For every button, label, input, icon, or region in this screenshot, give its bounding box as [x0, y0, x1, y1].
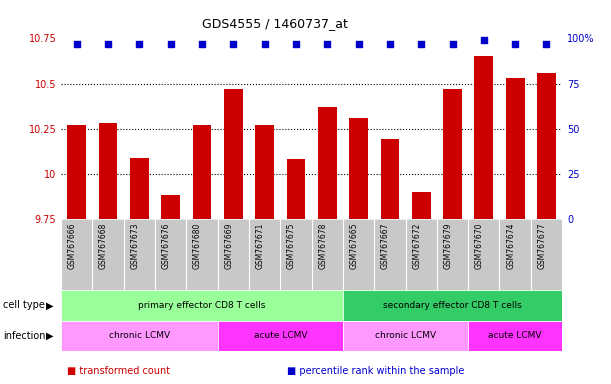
Point: [448, 41, 458, 47]
Text: GSM767665: GSM767665: [349, 222, 359, 269]
Text: GSM767667: GSM767667: [381, 222, 390, 269]
Bar: [161, 195, 180, 219]
Bar: [61, 321, 218, 351]
Text: acute LCMV: acute LCMV: [254, 331, 307, 341]
Text: primary effector CD8 T cells: primary effector CD8 T cells: [138, 301, 266, 310]
Bar: [343, 321, 468, 351]
Point: [166, 41, 175, 47]
Text: cell type: cell type: [3, 300, 45, 310]
Bar: [192, 125, 211, 219]
Bar: [343, 290, 562, 321]
Point: [323, 41, 332, 47]
Bar: [506, 78, 524, 219]
Bar: [443, 89, 462, 219]
Text: GSM767670: GSM767670: [475, 222, 484, 269]
Bar: [475, 56, 493, 219]
Bar: [224, 89, 243, 219]
Point: [134, 41, 144, 47]
Text: secondary effector CD8 T cells: secondary effector CD8 T cells: [383, 301, 522, 310]
Text: infection: infection: [3, 331, 46, 341]
Text: ■ transformed count: ■ transformed count: [67, 366, 170, 376]
Text: GSM767666: GSM767666: [68, 222, 77, 269]
Text: chronic LCMV: chronic LCMV: [109, 331, 170, 341]
Bar: [537, 73, 556, 219]
Text: GSM767679: GSM767679: [444, 222, 453, 269]
Bar: [99, 123, 117, 219]
Bar: [130, 157, 149, 219]
Bar: [318, 107, 337, 219]
Bar: [67, 125, 86, 219]
Text: GSM767671: GSM767671: [255, 222, 265, 269]
Bar: [412, 192, 431, 219]
Bar: [349, 118, 368, 219]
Bar: [468, 321, 562, 351]
Text: chronic LCMV: chronic LCMV: [375, 331, 436, 341]
Bar: [61, 290, 343, 321]
Text: GDS4555 / 1460737_at: GDS4555 / 1460737_at: [202, 17, 348, 30]
Point: [416, 41, 426, 47]
Text: ■ percentile rank within the sample: ■ percentile rank within the sample: [287, 366, 464, 376]
Point: [291, 41, 301, 47]
Text: GSM767680: GSM767680: [193, 222, 202, 269]
Point: [260, 41, 269, 47]
Bar: [218, 321, 343, 351]
Text: acute LCMV: acute LCMV: [488, 331, 542, 341]
Text: GSM767676: GSM767676: [162, 222, 170, 269]
Bar: [381, 139, 400, 219]
Text: GSM767678: GSM767678: [318, 222, 327, 269]
Text: ▶: ▶: [46, 331, 54, 341]
Point: [103, 41, 113, 47]
Text: GSM767674: GSM767674: [506, 222, 515, 269]
Text: GSM767672: GSM767672: [412, 222, 421, 269]
Text: GSM767673: GSM767673: [130, 222, 139, 269]
Point: [72, 41, 82, 47]
Point: [197, 41, 207, 47]
Point: [479, 37, 489, 43]
Point: [229, 41, 238, 47]
Point: [354, 41, 364, 47]
Text: GSM767668: GSM767668: [99, 222, 108, 269]
Text: GSM767675: GSM767675: [287, 222, 296, 269]
Text: GSM767669: GSM767669: [224, 222, 233, 269]
Point: [510, 41, 520, 47]
Text: GSM767677: GSM767677: [538, 222, 546, 269]
Point: [385, 41, 395, 47]
Text: ▶: ▶: [46, 300, 54, 310]
Bar: [255, 125, 274, 219]
Bar: [287, 159, 306, 219]
Point: [541, 41, 551, 47]
